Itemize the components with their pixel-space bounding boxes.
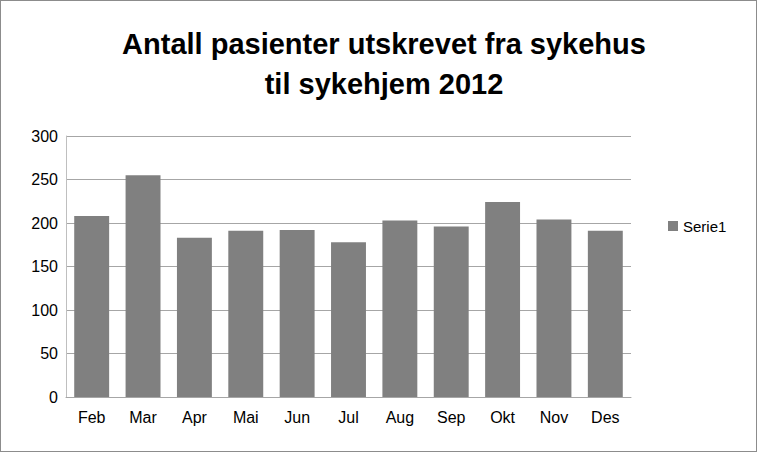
svg-text:Feb: Feb bbox=[78, 409, 106, 426]
svg-text:Sep: Sep bbox=[437, 409, 466, 426]
svg-text:Jul: Jul bbox=[338, 409, 358, 426]
svg-text:Antall pasienter utskrevet fra: Antall pasienter utskrevet fra sykehus bbox=[122, 28, 646, 60]
svg-text:Apr: Apr bbox=[182, 409, 208, 426]
svg-text:100: 100 bbox=[31, 302, 58, 319]
svg-text:250: 250 bbox=[31, 171, 58, 188]
svg-text:150: 150 bbox=[31, 258, 58, 275]
svg-text:Okt: Okt bbox=[490, 409, 515, 426]
svg-text:0: 0 bbox=[49, 389, 58, 406]
svg-text:Des: Des bbox=[591, 409, 619, 426]
svg-text:Nov: Nov bbox=[540, 409, 568, 426]
svg-text:Mai: Mai bbox=[233, 409, 259, 426]
svg-text:Serie1: Serie1 bbox=[683, 218, 726, 235]
svg-text:Mar: Mar bbox=[129, 409, 157, 426]
svg-text:til sykehjem 2012: til sykehjem 2012 bbox=[265, 68, 504, 100]
svg-text:300: 300 bbox=[31, 128, 58, 145]
svg-text:50: 50 bbox=[40, 345, 58, 362]
svg-text:200: 200 bbox=[31, 215, 58, 232]
svg-text:Aug: Aug bbox=[386, 409, 414, 426]
svg-text:Jun: Jun bbox=[284, 409, 310, 426]
